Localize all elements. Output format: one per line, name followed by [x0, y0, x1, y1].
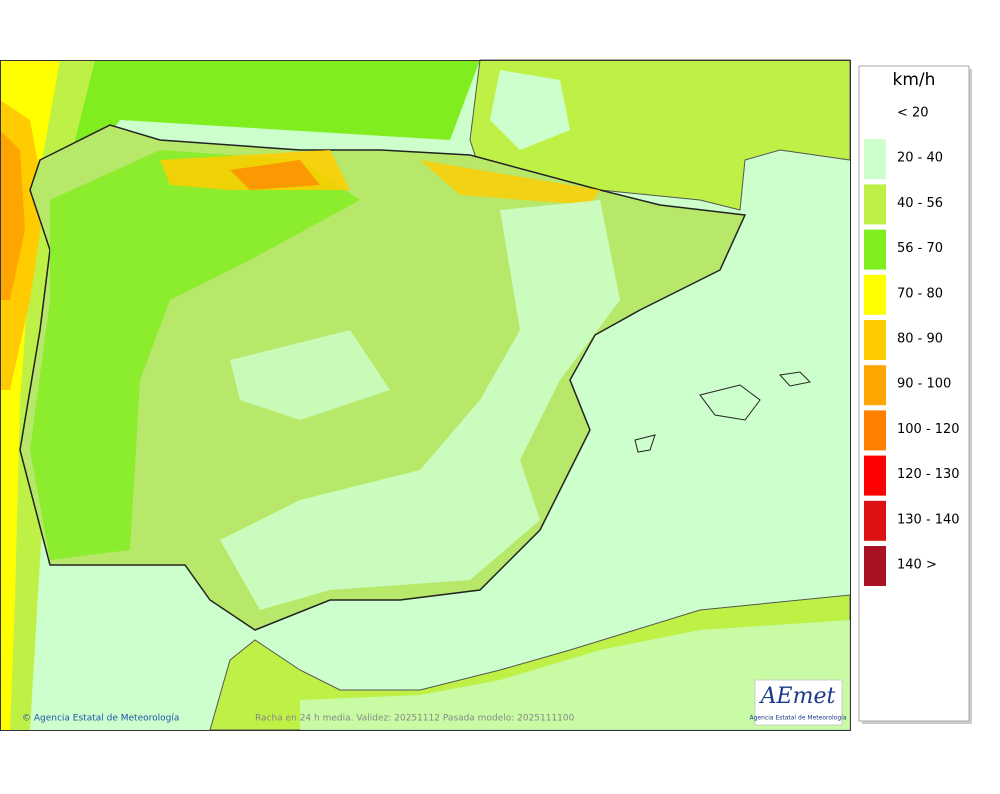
- land-menorca: [779, 371, 812, 387]
- legend-swatch: [864, 229, 886, 270]
- wind-zone: [300, 620, 850, 730]
- legend-label: 120 - 130: [897, 467, 960, 482]
- legend-label: 90 - 100: [897, 377, 951, 392]
- legend-swatch: [864, 455, 886, 496]
- legend-label: 40 - 56: [897, 196, 943, 211]
- credit: © Agencia Estatal de Meteorología: [22, 714, 179, 724]
- legend-swatch: [864, 274, 886, 315]
- wind-zone: [220, 200, 620, 610]
- wind-zone: [230, 160, 320, 190]
- legend-label: 20 - 40: [897, 151, 943, 166]
- map: AEmet Agencia Estatal de Meteorología © …: [0, 59, 851, 731]
- land-ibiza: [634, 434, 656, 453]
- legend-label: 56 - 70: [897, 241, 943, 256]
- legend-label: 140 >: [897, 558, 937, 573]
- map-frame: [0, 60, 851, 731]
- legend-label: 70 - 80: [897, 286, 943, 301]
- legend-swatch: [864, 546, 886, 586]
- legend-swatch: [864, 500, 886, 541]
- wind-zone: [230, 330, 390, 420]
- legend-label: 130 - 140: [897, 512, 960, 527]
- logo-name: AEmet: [759, 684, 836, 709]
- wind-zone: [0, 130, 25, 300]
- legend: km/h < 20 20 - 40 40 - 56 56 - 70 70 - 80 80 …: [858, 65, 972, 724]
- legend-label: < 20: [897, 106, 929, 121]
- legend-label: 80 - 90: [897, 332, 943, 347]
- wind-zone: [420, 160, 600, 205]
- land-mallorca: [699, 384, 761, 421]
- legend-swatch: [864, 184, 886, 225]
- wind-zone: [490, 70, 570, 150]
- caption: Racha en 24 h media. Validez: 20251112 P…: [255, 714, 575, 724]
- legend-label: 100 - 120: [897, 422, 960, 437]
- wind-zone: [60, 60, 480, 200]
- legend-swatch: [864, 94, 886, 134]
- logo-subtitle: Agencia Estatal de Meteorología: [750, 715, 847, 722]
- legend-swatch: [864, 410, 886, 451]
- legend-swatch: [864, 139, 886, 180]
- logo-box: [754, 679, 843, 726]
- legend-swatch: [864, 320, 886, 360]
- wind-zone: [30, 150, 360, 560]
- legend-swatch: [864, 365, 886, 406]
- legend-title: km/h: [893, 70, 936, 90]
